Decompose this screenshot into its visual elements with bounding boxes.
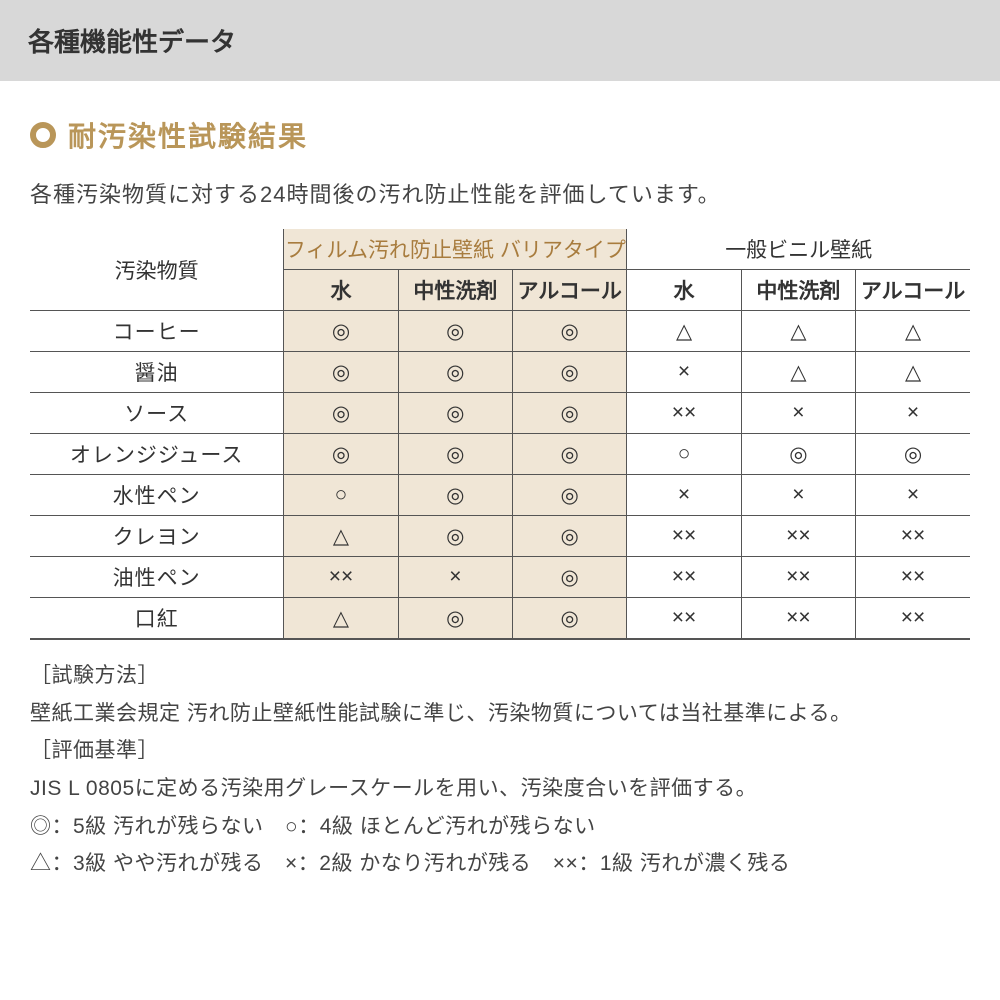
row-label: 口紅 (30, 598, 284, 640)
page-header: 各種機能性データ (0, 0, 1000, 81)
page-title: 各種機能性データ (28, 27, 236, 57)
cell-group-b: ×× (627, 393, 741, 434)
cell-group-b: ○ (627, 434, 741, 475)
row-label: ソース (30, 393, 284, 434)
cell-group-b: × (627, 475, 741, 516)
row-label: 油性ペン (30, 557, 284, 598)
cell-group-b: × (856, 475, 970, 516)
cell-group-a: △ (284, 598, 398, 640)
row-label: コーヒー (30, 311, 284, 352)
row-label: 醤油 (30, 352, 284, 393)
cell-group-a: ×× (284, 557, 398, 598)
criteria-text: JIS L 0805に定める汚染用グレースケールを用い、汚染度合いを評価する。 (30, 771, 970, 807)
col-a1: 水 (284, 270, 398, 311)
method-label: ［試験方法］ (30, 658, 970, 694)
table-row: オレンジジュース◎◎◎○◎◎ (30, 434, 970, 475)
criteria-label: ［評価基準］ (30, 733, 970, 769)
cell-group-b: × (741, 393, 855, 434)
col-b2: 中性洗剤 (741, 270, 855, 311)
cell-group-a: ○ (284, 475, 398, 516)
cell-group-a: ◎ (398, 434, 512, 475)
legend-line-2: △：3級 やや汚れが残る ×：2級 かなり汚れが残る ××：1級 汚れが濃く残る (30, 846, 970, 882)
cell-group-a: ◎ (284, 393, 398, 434)
cell-group-a: ◎ (513, 475, 627, 516)
col-a3: アルコール (513, 270, 627, 311)
cell-group-a: × (398, 557, 512, 598)
cell-group-a: ◎ (513, 516, 627, 557)
cell-group-b: ×× (627, 516, 741, 557)
cell-group-a: ◎ (398, 352, 512, 393)
col-b1: 水 (627, 270, 741, 311)
cell-group-b: ×× (741, 598, 855, 640)
cell-group-a: ◎ (513, 434, 627, 475)
cell-group-a: ◎ (513, 557, 627, 598)
cell-group-a: ◎ (284, 311, 398, 352)
row-label: オレンジジュース (30, 434, 284, 475)
cell-group-b: △ (856, 311, 970, 352)
cell-group-b: × (741, 475, 855, 516)
cell-group-a: ◎ (398, 516, 512, 557)
cell-group-b: × (627, 352, 741, 393)
cell-group-b: ×× (856, 516, 970, 557)
col-b3: アルコール (856, 270, 970, 311)
row-label: クレヨン (30, 516, 284, 557)
table-row: クレヨン△◎◎×××××× (30, 516, 970, 557)
cell-group-a: △ (284, 516, 398, 557)
cell-group-b: ×× (627, 557, 741, 598)
method-text: 壁紙工業会規定 汚れ防止壁紙性能試験に準じ、汚染物質については当社基準による。 (30, 696, 970, 732)
content-area: 耐汚染性試験結果 各種汚染物質に対する24時間後の汚れ防止性能を評価しています。… (0, 81, 1000, 882)
table-row: コーヒー◎◎◎△△△ (30, 311, 970, 352)
cell-group-b: △ (627, 311, 741, 352)
col-a2: 中性洗剤 (398, 270, 512, 311)
cell-group-b: ◎ (741, 434, 855, 475)
table-row: ソース◎◎◎×××× (30, 393, 970, 434)
cell-group-b: ×× (627, 598, 741, 640)
cell-group-b: ×× (741, 516, 855, 557)
cell-group-a: ◎ (398, 475, 512, 516)
circle-bullet-icon (30, 122, 56, 148)
table-row: 水性ペン○◎◎××× (30, 475, 970, 516)
cell-group-a: ◎ (398, 311, 512, 352)
section-title-text: 耐汚染性試験結果 (68, 115, 308, 155)
group-b-header: 一般ビニル壁紙 (627, 229, 970, 270)
cell-group-a: ◎ (284, 434, 398, 475)
corner-header: 汚染物質 (30, 229, 284, 311)
cell-group-b: ×× (856, 598, 970, 640)
section-heading: 耐汚染性試験結果 (30, 115, 970, 155)
legend-line-1: ◎：5級 汚れが残らない ○：4級 ほとんど汚れが残らない (30, 809, 970, 845)
stain-resistance-table: 汚染物質 フィルム汚れ防止壁紙 バリアタイプ 一般ビニル壁紙 水 中性洗剤 アル… (30, 229, 970, 640)
cell-group-a: ◎ (398, 598, 512, 640)
cell-group-a: ◎ (513, 352, 627, 393)
cell-group-a: ◎ (284, 352, 398, 393)
cell-group-a: ◎ (513, 311, 627, 352)
table-row: 醤油◎◎◎×△△ (30, 352, 970, 393)
cell-group-b: ◎ (856, 434, 970, 475)
cell-group-a: ◎ (513, 393, 627, 434)
cell-group-a: ◎ (398, 393, 512, 434)
section-description: 各種汚染物質に対する24時間後の汚れ防止性能を評価しています。 (30, 177, 970, 209)
cell-group-b: △ (856, 352, 970, 393)
cell-group-b: × (856, 393, 970, 434)
notes-block: ［試験方法］ 壁紙工業会規定 汚れ防止壁紙性能試験に準じ、汚染物質については当社… (30, 658, 970, 882)
cell-group-a: ◎ (513, 598, 627, 640)
table-row: 口紅△◎◎×××××× (30, 598, 970, 640)
cell-group-b: ×× (856, 557, 970, 598)
row-label: 水性ペン (30, 475, 284, 516)
group-a-header: フィルム汚れ防止壁紙 バリアタイプ (284, 229, 627, 270)
cell-group-b: ×× (741, 557, 855, 598)
cell-group-b: △ (741, 311, 855, 352)
table-body: コーヒー◎◎◎△△△醤油◎◎◎×△△ソース◎◎◎××××オレンジジュース◎◎◎○… (30, 311, 970, 640)
table-row: 油性ペン×××◎×××××× (30, 557, 970, 598)
cell-group-b: △ (741, 352, 855, 393)
